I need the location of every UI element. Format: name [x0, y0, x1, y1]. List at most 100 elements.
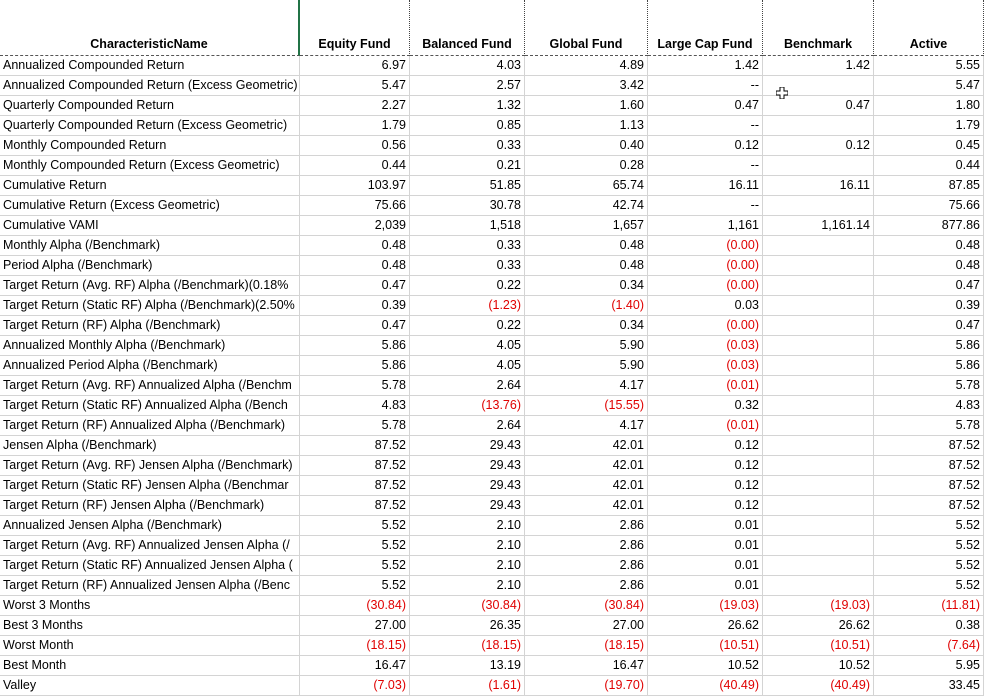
column-header[interactable]: Large Cap Fund — [648, 0, 763, 56]
value-cell[interactable]: 0.48 — [300, 236, 410, 256]
value-cell[interactable]: (18.15) — [410, 636, 525, 656]
row-label[interactable]: Target Return (Static RF) Annualized Jen… — [0, 556, 300, 576]
value-cell[interactable]: 16.47 — [525, 656, 648, 676]
value-cell[interactable]: 5.52 — [874, 556, 984, 576]
value-cell[interactable]: 87.52 — [874, 456, 984, 476]
value-cell[interactable]: 1.42 — [648, 56, 763, 76]
row-label[interactable]: Monthly Compounded Return — [0, 136, 300, 156]
value-cell[interactable]: 5.90 — [525, 336, 648, 356]
value-cell[interactable]: (0.03) — [648, 336, 763, 356]
column-header[interactable]: Balanced Fund — [410, 0, 525, 56]
value-cell[interactable]: 0.45 — [874, 136, 984, 156]
value-cell[interactable] — [763, 436, 874, 456]
value-cell[interactable]: 42.01 — [525, 456, 648, 476]
value-cell[interactable]: 4.83 — [300, 396, 410, 416]
row-label[interactable]: Valley — [0, 676, 300, 696]
column-header[interactable]: Global Fund — [525, 0, 648, 56]
value-cell[interactable]: 33.45 — [874, 676, 984, 696]
value-cell[interactable]: 0.12 — [648, 436, 763, 456]
row-label[interactable]: Cumulative Return (Excess Geometric) — [0, 196, 300, 216]
value-cell[interactable] — [763, 196, 874, 216]
value-cell[interactable]: 5.52 — [300, 556, 410, 576]
column-header[interactable]: Active — [874, 0, 984, 56]
value-cell[interactable]: 3.42 — [525, 76, 648, 96]
value-cell[interactable]: 5.52 — [874, 516, 984, 536]
value-cell[interactable]: 42.74 — [525, 196, 648, 216]
value-cell[interactable]: 0.47 — [300, 276, 410, 296]
value-cell[interactable]: (18.15) — [300, 636, 410, 656]
row-label[interactable]: Cumulative Return — [0, 176, 300, 196]
value-cell[interactable]: (0.00) — [648, 256, 763, 276]
value-cell[interactable]: 2.10 — [410, 516, 525, 536]
value-cell[interactable]: 4.83 — [874, 396, 984, 416]
value-cell[interactable]: 103.97 — [300, 176, 410, 196]
value-cell[interactable]: 0.33 — [410, 236, 525, 256]
row-label[interactable]: Target Return (RF) Jensen Alpha (/Benchm… — [0, 496, 300, 516]
value-cell[interactable]: (0.00) — [648, 316, 763, 336]
value-cell[interactable]: 29.43 — [410, 456, 525, 476]
value-cell[interactable]: 5.52 — [874, 576, 984, 596]
value-cell[interactable]: 2.10 — [410, 576, 525, 596]
value-cell[interactable]: 5.78 — [300, 416, 410, 436]
value-cell[interactable] — [763, 296, 874, 316]
value-cell[interactable] — [763, 516, 874, 536]
row-label[interactable]: Worst 3 Months — [0, 596, 300, 616]
value-cell[interactable] — [763, 576, 874, 596]
value-cell[interactable]: 42.01 — [525, 496, 648, 516]
value-cell[interactable] — [763, 536, 874, 556]
value-cell[interactable] — [763, 556, 874, 576]
value-cell[interactable]: 2.57 — [410, 76, 525, 96]
value-cell[interactable]: 65.74 — [525, 176, 648, 196]
row-label[interactable]: Annualized Monthly Alpha (/Benchmark) — [0, 336, 300, 356]
row-label[interactable]: Annualized Compounded Return — [0, 56, 300, 76]
value-cell[interactable]: 16.11 — [763, 176, 874, 196]
value-cell[interactable] — [763, 276, 874, 296]
value-cell[interactable]: 87.52 — [300, 476, 410, 496]
value-cell[interactable]: 5.78 — [874, 416, 984, 436]
value-cell[interactable]: 87.52 — [300, 496, 410, 516]
value-cell[interactable]: 26.62 — [648, 616, 763, 636]
value-cell[interactable]: (1.61) — [410, 676, 525, 696]
value-cell[interactable]: 26.35 — [410, 616, 525, 636]
value-cell[interactable]: 0.47 — [648, 96, 763, 116]
value-cell[interactable]: (30.84) — [300, 596, 410, 616]
value-cell[interactable]: 42.01 — [525, 476, 648, 496]
row-label[interactable]: Best 3 Months — [0, 616, 300, 636]
value-cell[interactable]: 87.52 — [874, 436, 984, 456]
row-label[interactable]: Target Return (Static RF) Alpha (/Benchm… — [0, 296, 300, 316]
value-cell[interactable]: 0.28 — [525, 156, 648, 176]
value-cell[interactable] — [763, 376, 874, 396]
value-cell[interactable]: 0.12 — [763, 136, 874, 156]
value-cell[interactable]: 0.85 — [410, 116, 525, 136]
row-label[interactable]: Worst Month — [0, 636, 300, 656]
value-cell[interactable] — [763, 236, 874, 256]
value-cell[interactable]: 87.52 — [300, 436, 410, 456]
value-cell[interactable]: (11.81) — [874, 596, 984, 616]
value-cell[interactable]: -- — [648, 76, 763, 96]
value-cell[interactable]: 10.52 — [763, 656, 874, 676]
value-cell[interactable]: 0.48 — [300, 256, 410, 276]
value-cell[interactable]: 5.86 — [300, 356, 410, 376]
value-cell[interactable]: 0.48 — [874, 256, 984, 276]
value-cell[interactable]: 0.48 — [874, 236, 984, 256]
value-cell[interactable]: 87.85 — [874, 176, 984, 196]
value-cell[interactable]: 4.89 — [525, 56, 648, 76]
value-cell[interactable]: 2.86 — [525, 536, 648, 556]
value-cell[interactable]: -- — [648, 156, 763, 176]
value-cell[interactable]: (1.23) — [410, 296, 525, 316]
value-cell[interactable]: 5.55 — [874, 56, 984, 76]
value-cell[interactable]: 75.66 — [874, 196, 984, 216]
value-cell[interactable]: 0.22 — [410, 276, 525, 296]
row-label[interactable]: Monthly Compounded Return (Excess Geomet… — [0, 156, 300, 176]
value-cell[interactable]: 0.34 — [525, 276, 648, 296]
value-cell[interactable]: 0.01 — [648, 576, 763, 596]
row-label[interactable]: Best Month — [0, 656, 300, 676]
value-cell[interactable]: 4.05 — [410, 356, 525, 376]
value-cell[interactable]: 0.22 — [410, 316, 525, 336]
value-cell[interactable]: 29.43 — [410, 496, 525, 516]
value-cell[interactable]: 2.64 — [410, 376, 525, 396]
value-cell[interactable]: 0.21 — [410, 156, 525, 176]
value-cell[interactable]: 0.47 — [300, 316, 410, 336]
value-cell[interactable]: 0.32 — [648, 396, 763, 416]
value-cell[interactable]: (0.01) — [648, 376, 763, 396]
